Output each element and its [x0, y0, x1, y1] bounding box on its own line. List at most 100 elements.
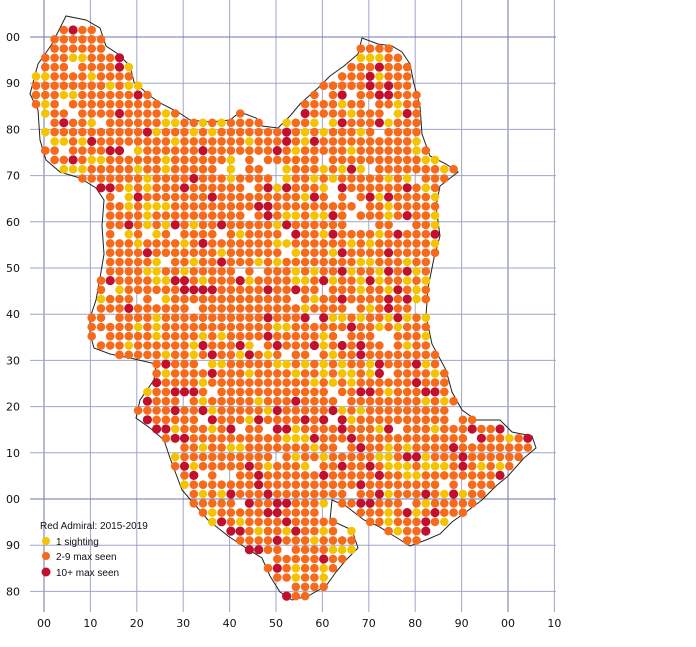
dot-2-9-max-seen — [328, 304, 338, 313]
dot-2-9-max-seen — [440, 378, 449, 387]
dot-2-9-max-seen — [365, 294, 375, 304]
dot-2-9-max-seen — [300, 211, 310, 220]
dot-10-plus-max-seen — [244, 498, 254, 508]
dot-2-9-max-seen — [226, 137, 236, 146]
dot-2-9-max-seen — [217, 313, 226, 323]
dot-2-9-max-seen — [440, 471, 449, 480]
dot-2-9-max-seen — [300, 155, 310, 165]
dot-2-9-max-seen — [365, 415, 375, 425]
dot-2-9-max-seen — [300, 229, 310, 239]
dot-2-9-max-seen — [235, 239, 245, 248]
dot-2-9-max-seen — [300, 489, 310, 499]
dot-1-sighting — [347, 146, 356, 155]
dot-2-9-max-seen — [96, 81, 106, 90]
dot-2-9-max-seen — [78, 127, 87, 137]
dot-2-9-max-seen — [337, 499, 347, 508]
dot-2-9-max-seen — [300, 554, 310, 564]
dot-2-9-max-seen — [78, 35, 87, 44]
dot-2-9-max-seen — [328, 471, 338, 480]
dot-2-9-max-seen — [170, 127, 180, 137]
dot-1-sighting — [133, 164, 143, 174]
dot-2-9-max-seen — [273, 554, 282, 564]
x-tick-label: 60 — [315, 617, 329, 630]
dot-2-9-max-seen — [226, 517, 236, 527]
dot-2-9-max-seen — [310, 489, 319, 499]
dot-2-9-max-seen — [180, 378, 189, 387]
dot-2-9-max-seen — [430, 471, 440, 480]
dot-2-9-max-seen — [273, 489, 282, 499]
dot-2-9-max-seen — [328, 257, 338, 267]
dot-2-9-max-seen — [180, 359, 189, 369]
dot-1-sighting — [226, 443, 236, 452]
dot-2-9-max-seen — [421, 211, 431, 220]
dot-2-9-max-seen — [393, 118, 403, 128]
dot-1-sighting — [235, 443, 245, 452]
dot-2-9-max-seen — [68, 99, 78, 109]
dot-2-9-max-seen — [189, 322, 199, 332]
dot-1-sighting — [161, 202, 171, 211]
dot-2-9-max-seen — [291, 471, 301, 480]
dot-2-9-max-seen — [393, 378, 403, 387]
dot-2-9-max-seen — [495, 443, 505, 452]
dot-10-plus-max-seen — [291, 526, 301, 536]
dot-2-9-max-seen — [310, 424, 319, 434]
x-axis-labels: 00 10 20 30 40 50 60 70 80 90 00 10 — [37, 617, 561, 630]
dot-1-sighting — [347, 526, 356, 536]
dot-2-9-max-seen — [263, 452, 273, 462]
dot-10-plus-max-seen — [411, 378, 422, 388]
dot-2-9-max-seen — [96, 137, 106, 146]
dot-1-sighting — [291, 267, 301, 276]
dot-2-9-max-seen — [486, 434, 496, 443]
dot-10-plus-max-seen — [244, 350, 254, 360]
dot-2-9-max-seen — [235, 396, 245, 406]
dot-2-9-max-seen — [328, 563, 338, 573]
dot-1-sighting — [217, 118, 226, 128]
dot-2-9-max-seen — [143, 322, 152, 332]
dot-2-9-max-seen — [50, 90, 59, 100]
dot-1-sighting — [124, 341, 134, 350]
dot-2-9-max-seen — [477, 443, 486, 452]
dot-2-9-max-seen — [115, 239, 124, 248]
dot-2-9-max-seen — [217, 499, 226, 508]
dot-1-sighting — [337, 369, 347, 378]
dot-1-sighting — [208, 127, 217, 137]
dot-2-9-max-seen — [180, 424, 189, 434]
dot-1-sighting — [384, 508, 393, 517]
dot-2-9-max-seen — [319, 322, 329, 332]
dot-2-9-max-seen — [180, 341, 189, 350]
x-tick-label: 80 — [408, 617, 422, 630]
dot-2-9-max-seen — [254, 294, 263, 304]
dot-2-9-max-seen — [449, 434, 458, 443]
dot-1-sighting — [356, 313, 366, 323]
dot-1-sighting — [263, 350, 273, 360]
dot-2-9-max-seen — [430, 359, 440, 369]
dot-10-plus-max-seen — [226, 489, 236, 499]
dot-2-9-max-seen — [170, 248, 180, 257]
dot-1-sighting — [105, 81, 115, 90]
dot-10-plus-max-seen — [170, 276, 180, 286]
dot-2-9-max-seen — [402, 396, 412, 406]
dot-2-9-max-seen — [347, 81, 356, 90]
dot-1-sighting — [161, 220, 171, 230]
dot-2-9-max-seen — [300, 294, 310, 304]
dot-2-9-max-seen — [198, 424, 208, 434]
dot-1-sighting — [245, 276, 254, 285]
dot-2-9-max-seen — [189, 489, 199, 499]
dot-2-9-max-seen — [495, 452, 505, 462]
dot-1-sighting — [412, 267, 421, 276]
dot-2-9-max-seen — [105, 192, 115, 202]
dot-2-9-max-seen — [365, 146, 375, 155]
dot-2-9-max-seen — [96, 146, 106, 155]
dot-10-plus-max-seen — [87, 136, 97, 146]
dot-2-9-max-seen — [337, 434, 347, 443]
y-tick-label: 40 — [6, 308, 20, 321]
dot-1-sighting — [319, 359, 329, 369]
dot-2-9-max-seen — [208, 137, 217, 146]
dot-2-9-max-seen — [161, 127, 171, 137]
dot-1-sighting — [310, 174, 319, 183]
dot-2-9-max-seen — [328, 322, 338, 332]
dot-1-sighting — [41, 99, 50, 109]
dot-2-9-max-seen — [245, 220, 254, 230]
dot-2-9-max-seen — [245, 489, 254, 499]
dot-10-plus-max-seen — [449, 489, 459, 499]
